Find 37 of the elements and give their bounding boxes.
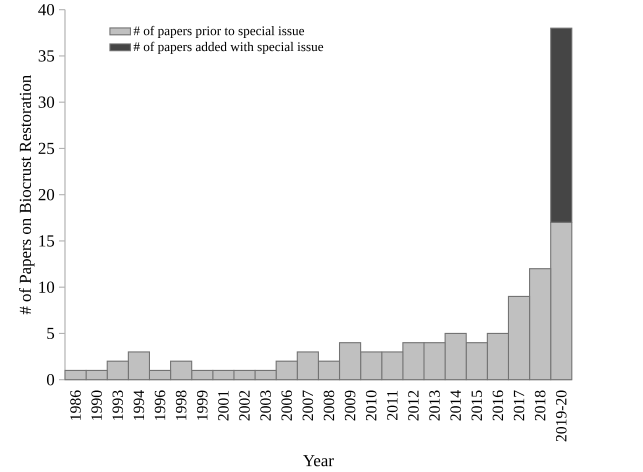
x-tick-label: 2003 [260, 390, 271, 421]
x-tick-label: 1999 [197, 390, 208, 420]
y-tick-label: 0 [46, 374, 54, 386]
legend-label: # of papers added with special issue [134, 42, 324, 54]
x-tick-label: 2001 [218, 390, 229, 421]
y-tick-label: 40 [38, 4, 54, 16]
x-tick-label: 2008 [324, 390, 334, 421]
y-tick-label: 30 [38, 96, 54, 108]
x-tick-label: 1998 [176, 390, 186, 420]
y-tick-label: 20 [38, 188, 54, 200]
y-tick-label: 5 [47, 328, 54, 340]
y-axis-title: # of Papers on Biocrust Restoration [19, 75, 34, 314]
x-tick-label: 2013 [429, 390, 440, 421]
x-tick-label: 1994 [134, 390, 144, 420]
x-tick-label: 2016 [492, 390, 504, 421]
x-tick-label: 2010 [366, 390, 376, 421]
x-tick-label: 2009 [344, 390, 356, 421]
x-tick-label: 1986 [70, 390, 81, 420]
x-tick-label: 1993 [112, 390, 124, 420]
x-tick-label: 2011 [387, 390, 398, 420]
x-tick-label: 2017 [514, 390, 524, 421]
y-tick-label: 35 [38, 50, 54, 62]
x-tick-label: 2006 [281, 390, 292, 421]
x-tick-label: 2014 [450, 390, 461, 421]
y-tick-label: 10 [39, 281, 54, 293]
y-tick-label: 15 [39, 235, 54, 247]
x-tick-label: 1990 [91, 390, 102, 420]
x-tick-label: 2012 [408, 390, 419, 421]
y-tick-label: 25 [38, 142, 54, 154]
x-tick-label: 1996 [154, 390, 166, 420]
x-axis-title: Year [303, 455, 334, 466]
x-tick-label: 2019-20 [556, 390, 567, 442]
legend-label: # of papers prior to special issue [134, 26, 304, 38]
x-tick-label: 2018 [534, 390, 546, 421]
x-tick-label: 2015 [472, 390, 482, 421]
x-tick-label: 2002 [239, 390, 250, 421]
x-tick-label: 2007 [302, 390, 314, 421]
